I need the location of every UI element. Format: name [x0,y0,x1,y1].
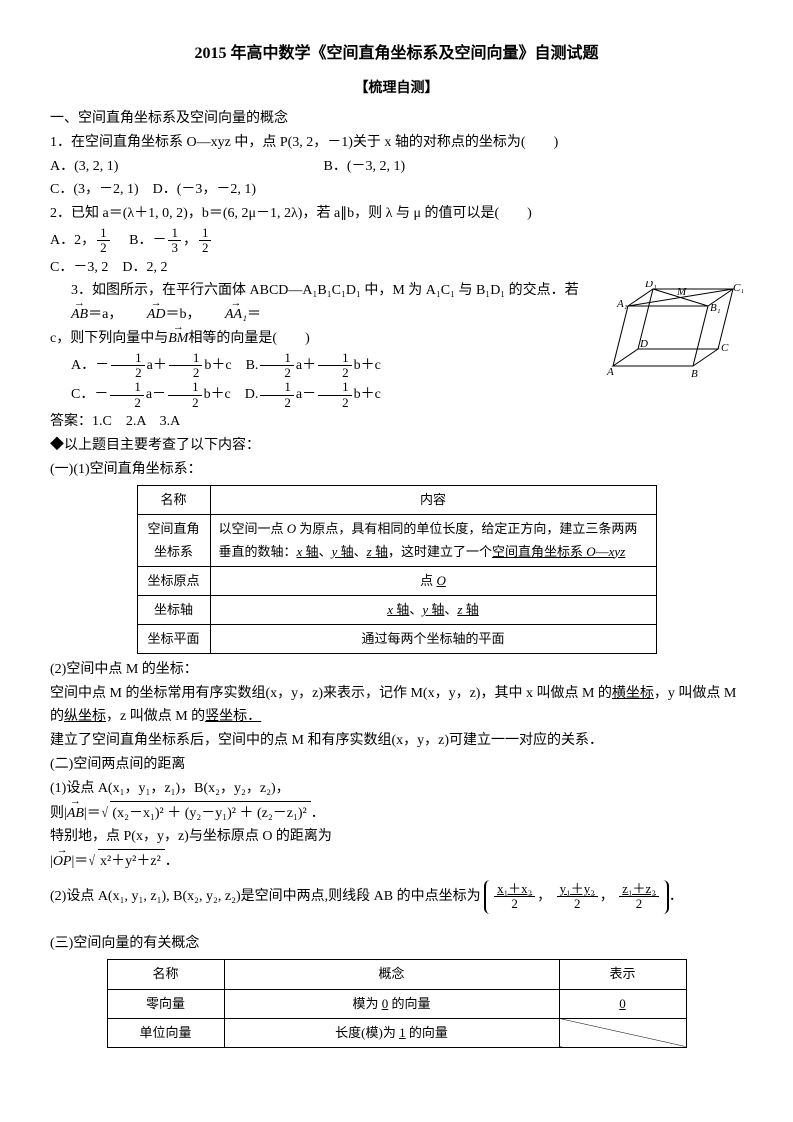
p5-head: (三)空间向量的有关概念 [50,932,743,956]
p3-line2: 则|AB|＝√(x₂－x₁)² ＋ (y₂－y₁)² ＋ (z₂－z₁)²． [50,801,743,826]
p3-head: (二)空间两点间的距离 [50,753,743,777]
q2-opt-a-pre: A．2， [50,233,95,248]
q3-options-row2: C．－12a－12b＋c D.12a－12b＋c [50,380,743,410]
vector-concept-table: 名称概念表示 零向量模为 0 的向量0 单位向量长度(模)为 1 的向量 [107,959,687,1047]
frac-1-2: 12 [97,226,110,256]
p2-line2: 建立了空间直角坐标系后，空间中的点 M 和有序实数组(x，y，z)可建立一一对应… [50,729,743,753]
frac-1-2b: 12 [199,226,212,256]
svg-text:A: A [606,366,614,378]
coord-system-table: 名称内容 空间直角坐标系以空间一点 O 为原点，具有相同的单位长度，给定正方向，… [137,485,657,654]
p4-line1: (2)设点 A(x₁, y₁, z₁), B(x₂, y₂, z₂)是空间中两点… [50,880,743,914]
p3-line4: |OP|＝√x²＋y²＋z²． [50,849,743,874]
p2-head: (2)空间中点 M 的坐标： [50,658,743,682]
question-2: 2．已知 a＝(λ＋1, 0, 2)，b＝(6, 2μ－1, 2λ)，若 a∥b… [50,202,743,226]
vec-ab: AB [50,303,88,327]
q1-opt-a: A．(3, 2, 1) [50,155,320,179]
svg-text:A₁: A₁ [616,298,628,310]
q2-opt-b-pre: B．－ [115,233,166,248]
p3-line1: (1)设点 A(x₁，y₁，z₁)，B(x₂，y₂，z₂)， [50,777,743,801]
midpoint-formula: x₁＋x₂2， y₁＋y₂2， z₁＋z₂2 [484,880,669,914]
q1-options-row2: C．(3，－2, 1) D．(－3，－2, 1) [50,178,743,202]
parallelepiped-diagram: D₁ M C₁ A₁ B₁ D C A B [603,281,743,381]
svg-text:B₁: B₁ [710,302,721,314]
svg-text:M: M [676,286,687,298]
section-1-head: 一、空间直角坐标系及空间向量的概念 [50,107,743,131]
q2-opt-b-mid: ， [183,233,197,248]
page-title: 2015 年高中数学《空间直角坐标系及空间向量》自测试题 [50,40,743,67]
svg-text:D₁: D₁ [644,281,657,290]
svg-text:B: B [691,368,698,380]
p3-line3: 特别地，点 P(x，y，z)与坐标原点 O 的距离为 [50,825,743,849]
vec-ad: AD [126,303,166,327]
p2-line1: 空间中点 M 的坐标常用有序实数组(x，y，z)来表示，记作 M(x，y，z)，… [50,682,743,730]
subtitle: 【梳理自测】 [50,77,743,101]
q2-options-row2: C．－3, 2 D．2, 2 [50,256,743,280]
answers-line: 答案：1.C 2.A 3.A [50,410,743,434]
q1-opt-b: B．(－3, 2, 1) [324,159,406,174]
frac-1-3: 13 [168,226,181,256]
svg-text:C: C [721,342,729,354]
q2-options-row1: A．2，12 B．－13，12 [50,226,743,256]
svg-text:C₁: C₁ [733,282,743,294]
q1-options-row1: A．(3, 2, 1) B．(－3, 2, 1) [50,155,743,179]
vec-aa1: AA₁ [204,303,247,327]
review-head: ◆以上题目主要考查了以下内容： [50,434,743,458]
svg-text:D: D [639,338,648,350]
p1-head: (一)(1)空间直角坐标系： [50,458,743,482]
vec-bm: BM [168,327,188,351]
question-1: 1．在空间直角坐标系 O—xyz 中，点 P(3, 2，－1)关于 x 轴的对称… [50,131,743,155]
